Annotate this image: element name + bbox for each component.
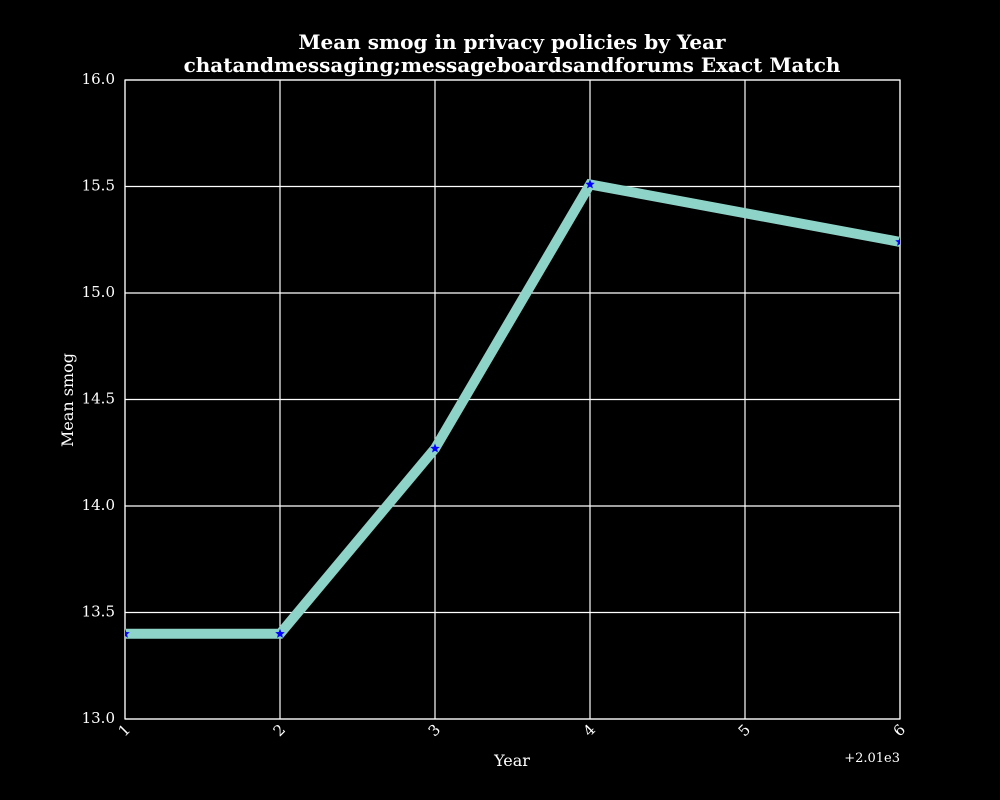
- y-tick-label: 13.5: [82, 603, 115, 621]
- y-tick-label: 13.0: [82, 709, 115, 727]
- x-offset-label: +2.01e3: [844, 751, 900, 766]
- data-point-marker: [895, 236, 900, 246]
- data-point-marker: [585, 179, 595, 189]
- x-tick-label: 3: [425, 721, 444, 740]
- y-axis-label: Mean smog: [58, 353, 77, 447]
- x-axis-label: Year: [493, 751, 530, 770]
- grid-lines: [124, 79, 901, 720]
- series-line: [125, 178, 900, 639]
- x-tick-label: 6: [890, 721, 909, 740]
- y-tick-label: 16.0: [82, 70, 115, 88]
- y-tick-label: 14.0: [82, 496, 115, 514]
- x-tick-label: 4: [580, 721, 599, 740]
- chart-title: Mean smog in privacy policies by Year: [298, 30, 726, 54]
- x-tick-label: 5: [735, 721, 754, 740]
- y-tick-label: 15.5: [82, 177, 115, 195]
- x-tick-label: 1: [115, 721, 134, 740]
- y-tick-labels: 13.0 13.5 14.0 14.5 15.0 15.5 16.0: [82, 70, 115, 727]
- data-point-marker: [275, 628, 285, 638]
- data-point-marker: [125, 628, 130, 638]
- y-tick-label: 14.5: [82, 390, 115, 408]
- data-point-marker: [430, 443, 440, 453]
- series-layer: [125, 178, 900, 639]
- x-tick-label: 2: [270, 721, 289, 740]
- chart-subtitle: chatandmessaging;messageboardsandforums …: [184, 53, 841, 77]
- x-tick-labels: 1 2 3 4 5 6: [115, 721, 909, 740]
- plot-frame: [124, 79, 901, 720]
- y-tick-label: 15.0: [82, 283, 115, 301]
